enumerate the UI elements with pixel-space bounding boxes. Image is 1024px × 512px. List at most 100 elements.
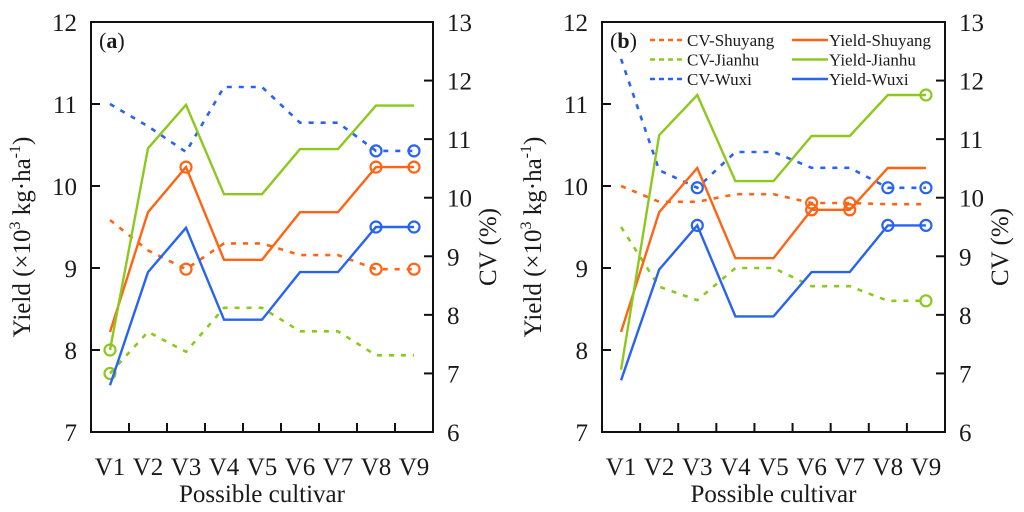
panel-a-marker-cv-wuxi [369, 144, 383, 158]
panel-b-y-tick-label: 7 [576, 420, 589, 447]
panel-b-y2-tick-label: 6 [959, 420, 972, 447]
panel-b-x-axis-title: Possible cultivar [691, 481, 858, 508]
panel-a-marker-cv-jianhu [103, 366, 117, 381]
panel-b-y2-axis-title: CV (%) [987, 208, 1014, 286]
panel-a-x-tick-label: V3 [171, 454, 202, 481]
panel-a-y-tick-label: 7 [65, 420, 78, 447]
panel-a-marker-yield-shuyang [179, 160, 193, 174]
panel-b-marker-yield-wuxi [690, 218, 704, 232]
panel-a-y-tick-label: 11 [53, 92, 77, 119]
panel-b-y-tick-label: 10 [563, 174, 588, 201]
panel-a-x-tick-label: V5 [247, 454, 278, 481]
panel-b-y2-tick-label: 7 [959, 361, 972, 388]
panel-b-marker-cv-jianhu [919, 294, 933, 308]
panel-a-y2-tick-label: 13 [447, 10, 472, 37]
panel-a-marker-yield-jianhu [103, 343, 117, 357]
panel-b-legend: CV-Shuyang Yield-Shuyang CV-Jianhu Yield-Ji… [650, 31, 931, 89]
panel-b-x-tick-label: V7 [834, 454, 865, 481]
panel-b-x-tick-label: V6 [796, 454, 827, 481]
legend-item-cv-jianhu: CV-Jianhu [650, 51, 760, 70]
panel-a-frame [90, 21, 434, 433]
panel-a-x-tick-label: V4 [209, 454, 240, 481]
panel-a-marker-yield-shuyang [369, 160, 383, 174]
panel-b-x-tick-label: V3 [682, 454, 713, 481]
panel-b-marks [619, 58, 933, 381]
panel-b-y-axis-title: Yield (×103 kg·ha-1) [518, 137, 547, 338]
panel-b-marker-cv-wuxi [690, 181, 704, 195]
panel-a-x-tick-label: V2 [133, 454, 164, 481]
panel-b-line-yield-shuyang [619, 165, 926, 333]
panel-a-x-tick-label: V8 [361, 454, 392, 481]
panel-b-y-tick-label: 8 [576, 338, 589, 365]
panel-b-marker-yield-jianhu [919, 88, 933, 102]
panel-b-y2-tick-label: 12 [959, 69, 984, 96]
panel-a-marker-yield-wuxi [407, 220, 421, 234]
panel-a-y2-tick-label: 10 [447, 186, 472, 213]
legend-label-cv-wuxi: CV-Wuxi [687, 70, 752, 89]
panel-b-line-cv-shuyang [620, 184, 926, 206]
panel-a-label-letter: a [106, 28, 117, 53]
panel-b-x-tick-label: V2 [644, 454, 675, 481]
panel-a-marks [103, 85, 421, 386]
panel-b-x-tick-label: V8 [873, 454, 904, 481]
panel-a-y-tick-label: 10 [52, 174, 77, 201]
panel-a-y-tick-label: 9 [65, 256, 78, 283]
panel-a-y2-tick-label: 12 [447, 69, 472, 96]
panel-b-label-letter: b [617, 28, 629, 53]
panel-b-y-tick-label: 12 [563, 10, 588, 37]
panel-a-y-tick-label: 12 [52, 10, 77, 37]
panel-a-y-axis-title: Yield (×103 kg·ha-1) [7, 137, 36, 338]
legend-label-cv-jianhu: CV-Jianhu [687, 51, 760, 70]
panel-a-label: (a) [99, 28, 125, 53]
panel-a-x-tick-label: V1 [95, 454, 126, 481]
panel-a-y2-tick-label: 6 [447, 420, 460, 447]
panel-a-line-yield-shuyang [108, 164, 414, 333]
panel-a-line-cv-wuxi [109, 85, 414, 154]
panel-b-marker-cv-wuxi [919, 181, 933, 195]
legend-label-cv-shuyang: CV-Shuyang [687, 31, 775, 50]
panel-a-marker-yield-wuxi [369, 220, 383, 234]
panel-b-label: (b) [610, 28, 637, 53]
panel-b-x-tick-label: V5 [758, 454, 789, 481]
legend-item-yield-shuyang: Yield-Shuyang [792, 31, 931, 50]
panel-a-x-tick-label: V9 [399, 454, 430, 481]
panel-a-y2-axis-title: CV (%) [475, 208, 502, 286]
legend-label-yield-jianhu: Yield-Jianhu [829, 51, 916, 70]
legend-item-yield-jianhu: Yield-Jianhu [792, 51, 916, 70]
panel-b-y2-tick-label: 8 [959, 303, 972, 330]
panel-b-marker-cv-wuxi [881, 181, 895, 195]
panel-b-marker-yield-wuxi [881, 218, 895, 232]
panel-b-marker-yield-shuyang [805, 203, 819, 217]
panel-a-marker-cv-shuyang [179, 262, 193, 276]
panel-a-marker-cv-shuyang [407, 262, 421, 276]
legend-item-cv-shuyang: CV-Shuyang [650, 31, 775, 50]
panel-a-x-tick-label: V7 [323, 454, 354, 481]
panel-a-line-yield-jianhu [108, 102, 414, 351]
panel-b-y2-tick-label: 13 [959, 10, 984, 37]
legend-label-yield-wuxi: Yield-Wuxi [829, 70, 909, 89]
panel-b-marker-cv-shuyang [805, 196, 819, 210]
panel-a-x-tick-label: V6 [285, 454, 316, 481]
panel-a-y-tick-label: 8 [65, 338, 78, 365]
panel-b-y2-tick-label: 11 [959, 127, 983, 154]
panel-a-line-cv-jianhu [109, 306, 414, 375]
panel-b-y-tick-label: 11 [564, 92, 588, 119]
panel-a-marker-yield-shuyang [407, 160, 421, 174]
panel-a-line-yield-wuxi [108, 225, 414, 386]
panel-b-marker-yield-wuxi [919, 218, 933, 232]
panel-a-y2-tick-label: 11 [447, 127, 471, 154]
legend-item-yield-wuxi: Yield-Wuxi [792, 70, 909, 89]
panel-a-y2-tick-label: 7 [447, 361, 460, 388]
panel-b-frame [601, 21, 946, 433]
panel-b-y2-tick-label: 10 [959, 186, 984, 213]
panel-b-line-cv-jianhu [619, 226, 926, 303]
panel-b-x-tick-label: V4 [720, 454, 751, 481]
panel-b-x-tick-label: V1 [606, 454, 637, 481]
legend-item-cv-wuxi: CV-Wuxi [650, 70, 752, 89]
panel-b-line-yield-wuxi [619, 223, 926, 381]
panel-b-x-tick-label: V9 [911, 454, 942, 481]
panel-b-line-yield-jianhu [619, 92, 926, 370]
